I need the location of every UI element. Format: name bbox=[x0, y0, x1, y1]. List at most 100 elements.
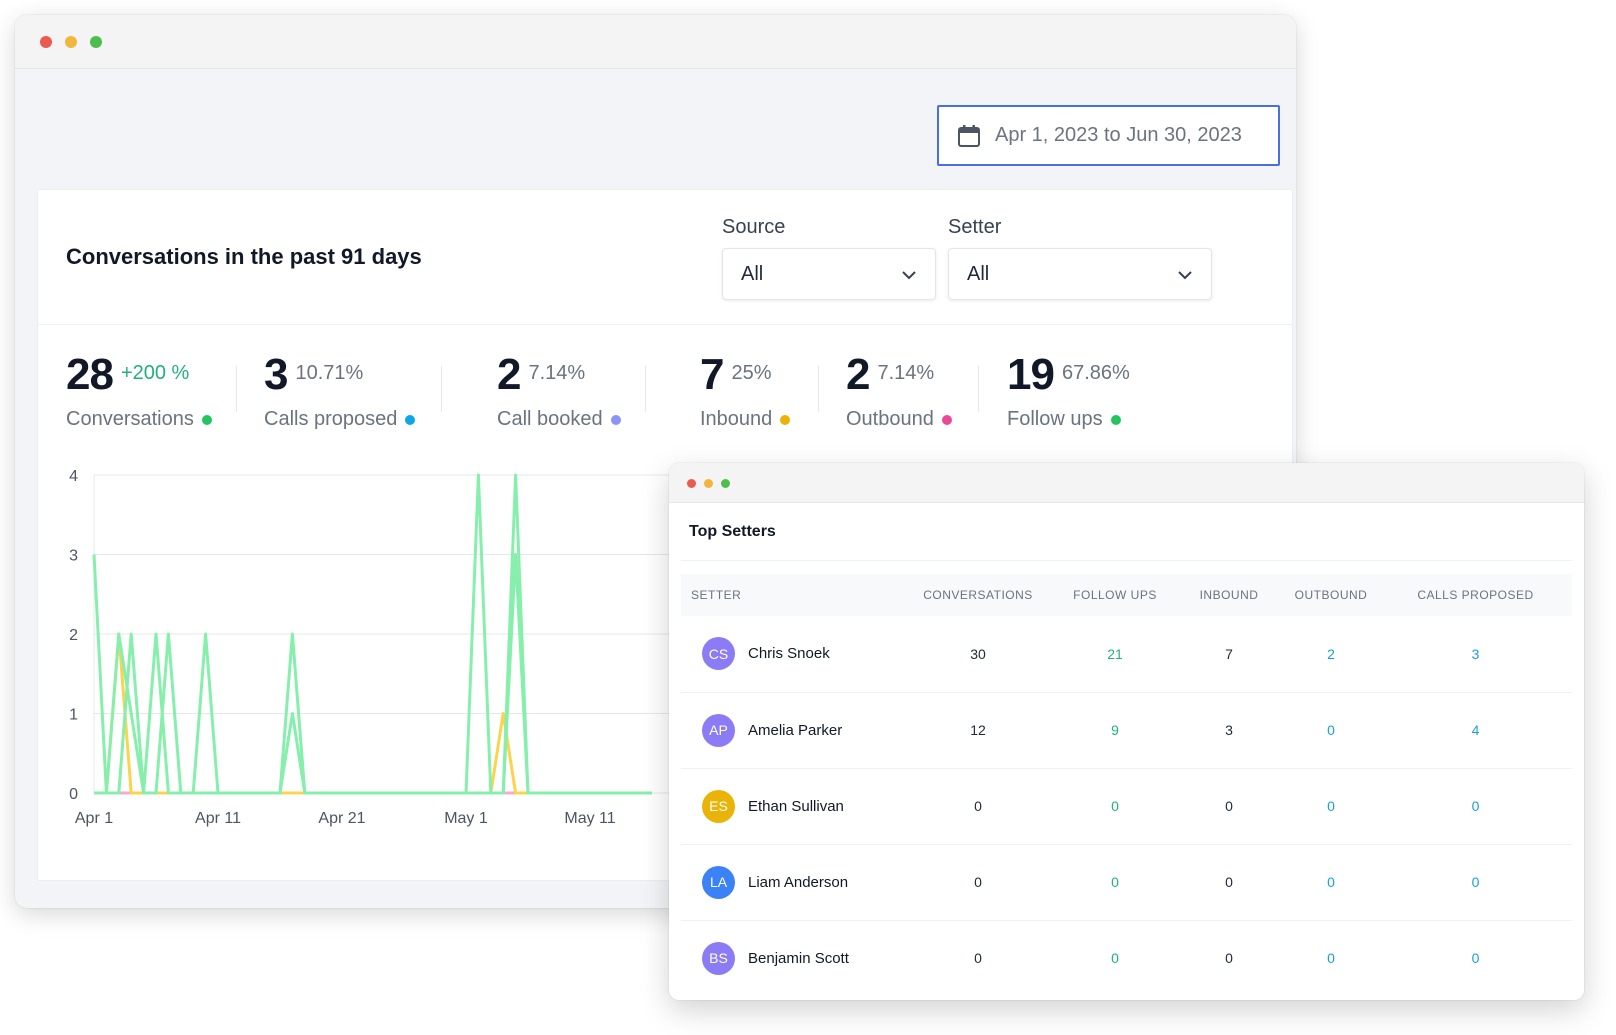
table-row[interactable]: LA Liam Anderson 0 0 0 0 0 bbox=[681, 844, 1572, 920]
y-tick-label: 0 bbox=[69, 786, 78, 803]
table-row[interactable]: BS Benjamin Scott 0 0 0 0 0 bbox=[681, 920, 1572, 996]
divider bbox=[645, 366, 646, 412]
close-window-button[interactable] bbox=[40, 36, 52, 48]
stat-value: 3 bbox=[264, 350, 289, 399]
column-header-conversations[interactable]: CONVERSATIONS bbox=[923, 588, 1033, 602]
setter-name: Amelia Parker bbox=[748, 721, 843, 739]
stat-change: +200 % bbox=[120, 362, 190, 384]
legend-dot bbox=[610, 414, 621, 425]
avatar: AP bbox=[702, 713, 735, 747]
legend-dot bbox=[1110, 414, 1121, 425]
divider bbox=[978, 366, 979, 412]
card-title: Conversations in the past 91 days bbox=[66, 244, 422, 269]
stat-value: 2 bbox=[497, 350, 522, 399]
y-tick-label: 1 bbox=[69, 707, 78, 724]
setter-select[interactable]: All bbox=[948, 248, 1212, 300]
stat-label: Calls proposed bbox=[264, 408, 398, 430]
maximize-window-button[interactable] bbox=[90, 36, 102, 48]
inbound-cell: 7 bbox=[1225, 645, 1233, 662]
minimize-window-button[interactable] bbox=[65, 36, 77, 48]
table-row[interactable]: ES Ethan Sullivan 0 0 0 0 0 bbox=[681, 768, 1572, 844]
follow-ups-cell: 0 bbox=[1111, 874, 1119, 890]
inbound-cell: 0 bbox=[1225, 798, 1233, 814]
avatar: BS bbox=[702, 941, 735, 975]
inbound-cell: 0 bbox=[1225, 874, 1233, 890]
window-titlebar bbox=[669, 463, 1584, 503]
legend-dot bbox=[941, 414, 952, 425]
divider bbox=[236, 366, 237, 412]
y-tick-label: 2 bbox=[69, 627, 78, 644]
outbound-cell: 0 bbox=[1327, 798, 1335, 814]
top-setters-window: Top Setters SETTER CONVERSATIONS FOLLOW … bbox=[669, 463, 1584, 1000]
calendar-icon bbox=[958, 124, 980, 147]
chevron-down-icon bbox=[902, 271, 916, 280]
setter-name: Chris Snoek bbox=[748, 645, 830, 663]
x-tick-label: Apr 1 bbox=[75, 810, 113, 827]
table-header-row: SETTER CONVERSATIONS FOLLOW UPS INBOUND … bbox=[681, 574, 1572, 616]
x-tick-label: May 11 bbox=[564, 810, 615, 827]
close-window-button[interactable] bbox=[687, 479, 696, 488]
x-tick-label: Apr 11 bbox=[195, 810, 241, 827]
follow-ups-cell: 0 bbox=[1111, 950, 1119, 967]
card-header: Conversations in the past 91 days Source… bbox=[38, 190, 1292, 325]
source-label: Source bbox=[722, 216, 786, 238]
source-select-value: All bbox=[741, 262, 764, 285]
stat-inbound: 7 25% Inbound bbox=[700, 350, 791, 431]
avatar: ES bbox=[702, 789, 735, 823]
stat-label: Call booked bbox=[497, 408, 603, 430]
conversations-cell: 30 bbox=[970, 645, 986, 662]
stat-value: 19 bbox=[1007, 350, 1055, 399]
stat-label: Inbound bbox=[700, 408, 773, 430]
setter-label: Setter bbox=[948, 216, 1002, 238]
conversations-card: Conversations in the past 91 days Source… bbox=[37, 189, 1293, 881]
stat-conversations: 28 +200 % Conversations bbox=[66, 350, 212, 431]
divider bbox=[818, 366, 819, 412]
table-row[interactable]: CS Chris Snoek 30 21 7 2 3 bbox=[681, 616, 1572, 692]
stat-call-booked: 2 7.14% Call booked bbox=[497, 350, 621, 431]
column-header-follow-ups[interactable]: FOLLOW UPS bbox=[1073, 588, 1157, 602]
setter-select-value: All bbox=[967, 262, 990, 285]
date-range-picker[interactable]: Apr 1, 2023 to Jun 30, 2023 bbox=[937, 105, 1280, 166]
outbound-cell: 0 bbox=[1327, 722, 1335, 738]
outbound-cell: 2 bbox=[1327, 645, 1335, 662]
x-tick-label: Apr 21 bbox=[318, 810, 365, 827]
conversations-cell: 0 bbox=[974, 874, 982, 890]
stat-change: 10.71% bbox=[295, 362, 364, 384]
table-row[interactable]: AP Amelia Parker 12 9 3 0 4 bbox=[681, 692, 1572, 768]
calls-proposed-cell: 3 bbox=[1471, 645, 1480, 662]
stat-calls-proposed: 3 10.71% Calls proposed bbox=[264, 350, 416, 431]
outbound-cell: 0 bbox=[1327, 950, 1335, 967]
chevron-down-icon bbox=[1178, 271, 1192, 280]
stat-change: 67.86% bbox=[1061, 362, 1130, 384]
conversations-cell: 0 bbox=[974, 798, 982, 814]
maximize-window-button[interactable] bbox=[721, 479, 730, 488]
setter-name: Ethan Sullivan bbox=[748, 797, 844, 815]
minimize-window-button[interactable] bbox=[704, 479, 713, 488]
stat-value: 7 bbox=[700, 350, 725, 399]
divider bbox=[681, 560, 1572, 561]
column-header-calls-proposed[interactable]: CALLS PROPOSED bbox=[1417, 588, 1534, 602]
setter-name: Benjamin Scott bbox=[748, 949, 849, 967]
top-setters-table: SETTER CONVERSATIONS FOLLOW UPS INBOUND … bbox=[681, 574, 1572, 996]
legend-dot bbox=[201, 414, 212, 425]
calls-proposed-cell: 0 bbox=[1471, 874, 1480, 890]
source-select[interactable]: All bbox=[722, 248, 936, 300]
series-line bbox=[94, 553, 652, 795]
stat-change: 7.14% bbox=[528, 362, 586, 384]
conversations-cell: 12 bbox=[970, 722, 986, 738]
stat-label: Follow ups bbox=[1007, 408, 1103, 430]
avatar: LA bbox=[702, 865, 735, 899]
column-header-outbound[interactable]: OUTBOUND bbox=[1294, 588, 1368, 602]
avatar: CS bbox=[702, 637, 735, 671]
dashboard-window: Apr 1, 2023 to Jun 30, 2023 Conversation… bbox=[15, 15, 1296, 908]
y-tick-label: 3 bbox=[69, 548, 78, 565]
column-header-setter[interactable]: SETTER bbox=[691, 588, 742, 602]
column-header-inbound[interactable]: INBOUND bbox=[1199, 588, 1259, 602]
calls-proposed-cell: 4 bbox=[1471, 722, 1480, 738]
stat-change: 7.14% bbox=[877, 362, 935, 384]
legend-dot bbox=[405, 414, 416, 425]
setter-name: Liam Anderson bbox=[748, 873, 849, 891]
series-line bbox=[92, 473, 652, 795]
conversations-cell: 0 bbox=[974, 950, 982, 967]
outbound-cell: 0 bbox=[1327, 874, 1335, 890]
